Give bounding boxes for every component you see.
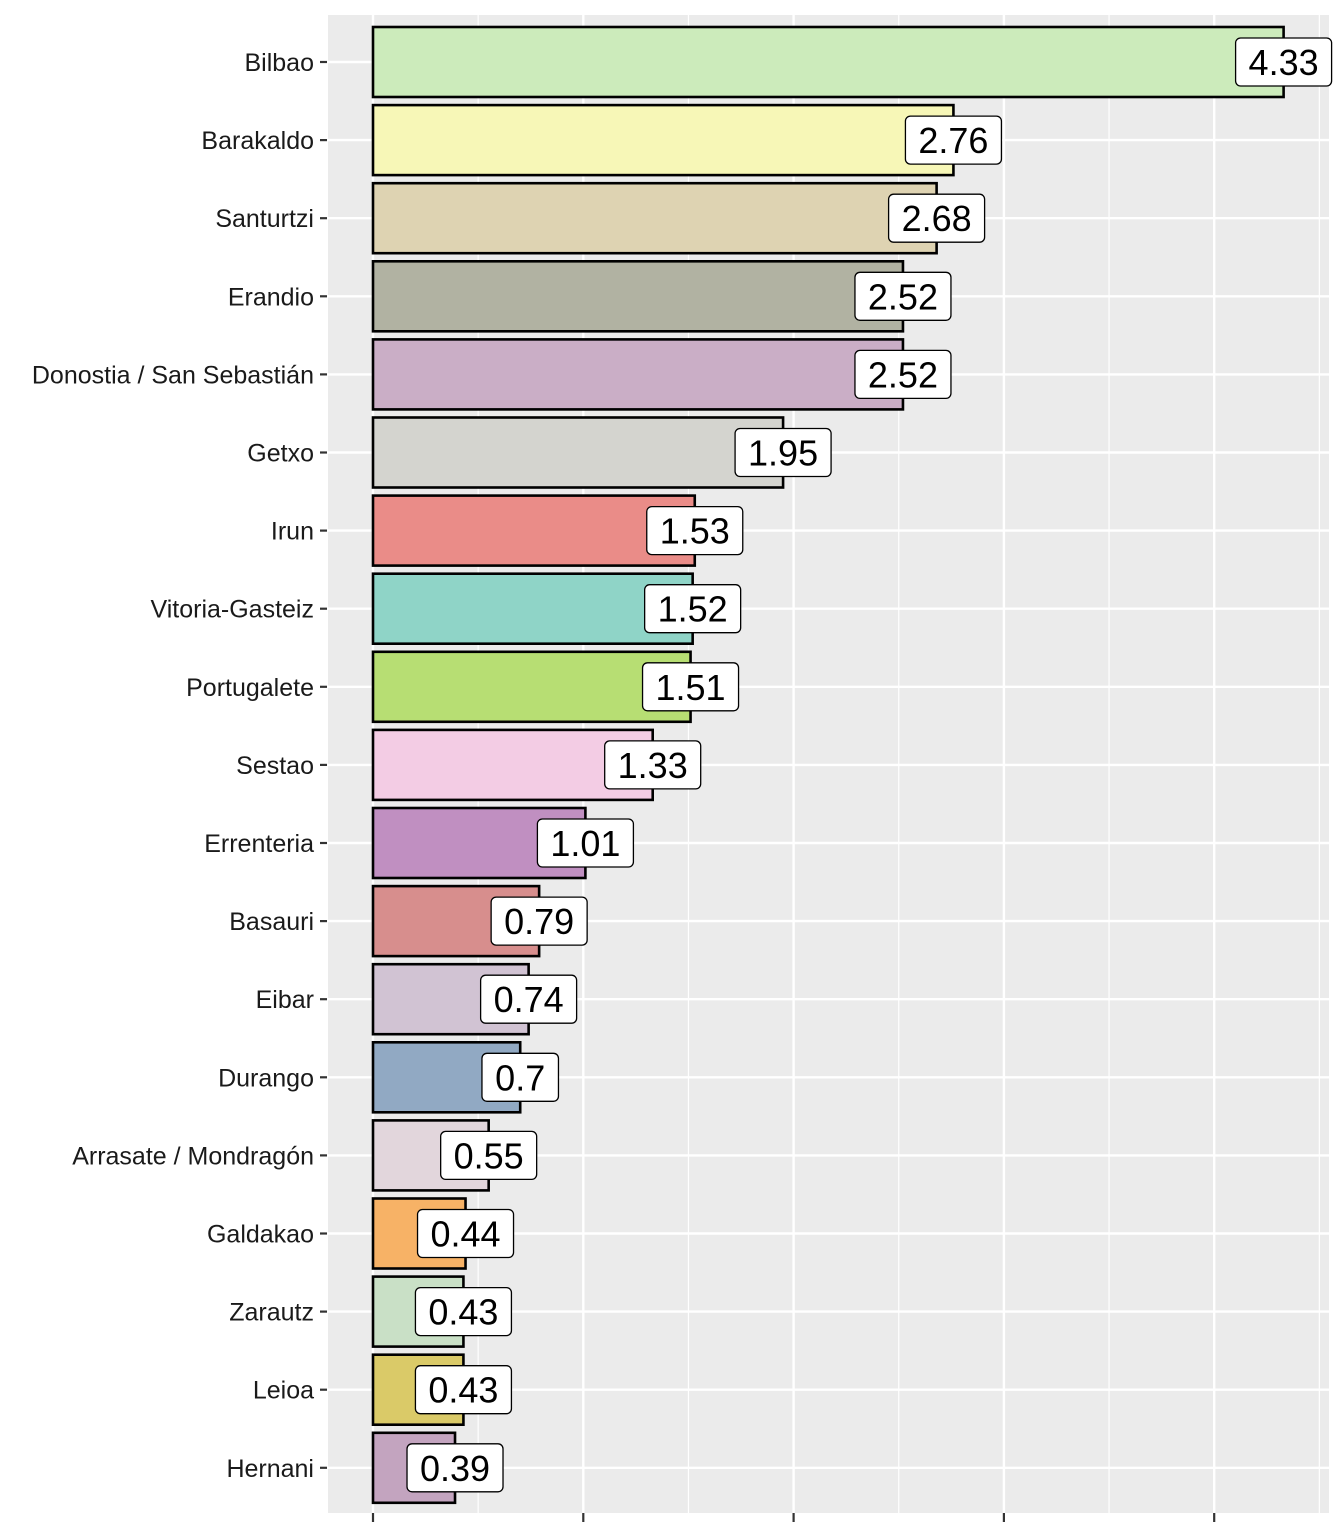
bar-barakaldo (371, 103, 955, 177)
value-label-text: 0.43 (428, 1292, 498, 1333)
value-label-text: 1.01 (550, 823, 620, 864)
value-label-text: 0.43 (428, 1370, 498, 1411)
y-tick-label: Santurtzi (215, 205, 314, 233)
value-label-text: 2.52 (868, 276, 938, 317)
bar-getxo (371, 416, 785, 489)
value-label-box (854, 271, 952, 321)
bar-donostia-san-sebasti-n (371, 338, 905, 411)
y-tick-label: Eibar (256, 986, 314, 1014)
value-label-box (641, 662, 740, 712)
bar-irun (371, 494, 697, 567)
value-label: 2.52 (854, 349, 952, 400)
y-tick-label: Hernani (226, 1455, 314, 1483)
value-label-text: 0.7 (495, 1057, 545, 1098)
y-tick-label: Bilbao (245, 49, 315, 77)
value-label: 0.74 (479, 974, 578, 1024)
value-label-box (490, 896, 588, 946)
value-label: 2.76 (904, 115, 1003, 165)
value-labels: 4.33 2.76 2.68 2.52 2.52 1.95 1.53 1.52 1.51 1.33… (406, 37, 1333, 1493)
y-tick-label: Portugalete (186, 674, 314, 702)
value-label: 4.33 (1234, 37, 1333, 87)
value-label-box (440, 1130, 538, 1181)
y-tick-label: Zarautz (229, 1299, 314, 1327)
y-tick-label: Arrasate / Mondragón (72, 1142, 314, 1170)
x-axis (371, 1513, 1216, 1522)
value-label-text: 0.74 (494, 979, 564, 1020)
y-axis: Bilbao Barakaldo Santurtzi Erandio Donostia … (32, 49, 327, 1483)
value-label-text: 1.52 (658, 589, 728, 630)
value-label-text: 0.79 (504, 901, 574, 942)
value-label-text: 1.53 (660, 511, 730, 552)
bar-santurtzi (371, 181, 938, 255)
value-label-box (854, 349, 952, 400)
y-tick-label: Errenteria (204, 830, 314, 858)
value-label-box (414, 1286, 513, 1337)
bar-bilbao (371, 25, 1285, 99)
value-label-text: 0.39 (420, 1448, 490, 1489)
value-label-text: 1.95 (748, 433, 818, 474)
value-label-text: 0.55 (454, 1135, 524, 1176)
y-tick-label: Galdakao (207, 1221, 314, 1249)
value-label: 1.51 (641, 662, 740, 712)
value-label: 0.44 (416, 1208, 515, 1259)
y-tick-label: Donostia / San Sebastián (32, 361, 314, 389)
value-label: 0.39 (406, 1443, 504, 1493)
value-label-text: 2.52 (868, 354, 938, 395)
value-label-box (734, 427, 832, 478)
value-label-box (1234, 37, 1333, 87)
y-tick-label: Vitoria-Gasteiz (151, 596, 315, 624)
value-label-text: 0.44 (430, 1214, 500, 1255)
y-tick-label: Getxo (247, 440, 314, 468)
value-label-box (604, 740, 702, 790)
value-label: 2.52 (854, 271, 952, 321)
value-label: 1.53 (646, 505, 744, 556)
bar-vitoria-gasteiz (371, 572, 694, 646)
value-label-box (416, 1208, 515, 1259)
value-label-box (644, 584, 742, 634)
value-label: 0.43 (414, 1286, 513, 1337)
value-label-box (479, 974, 578, 1024)
value-label-text: 1.33 (618, 745, 688, 786)
value-label: 1.95 (734, 427, 832, 478)
value-label-box (414, 1365, 513, 1415)
y-tick-label: Leioa (253, 1377, 314, 1405)
value-label-box (406, 1443, 504, 1493)
value-label-text: 4.33 (1249, 42, 1319, 83)
bar-erandio (371, 259, 905, 333)
value-label: 0.43 (414, 1365, 513, 1415)
value-label-box (646, 505, 744, 556)
y-tick-label: Sestao (236, 752, 314, 780)
y-tick-label: Barakaldo (201, 127, 314, 155)
value-label-box (536, 818, 635, 868)
value-label: 1.01 (536, 818, 635, 868)
value-label-box (887, 193, 986, 243)
value-label: 1.52 (644, 584, 742, 634)
value-label: 1.33 (604, 740, 702, 790)
y-tick-label: Basauri (229, 908, 314, 936)
value-label-text: 2.76 (918, 120, 988, 161)
value-label: 0.7 (481, 1052, 560, 1102)
value-label: 0.79 (490, 896, 588, 946)
value-label-box (904, 115, 1003, 165)
value-label: 0.55 (440, 1130, 538, 1181)
value-label-box (481, 1052, 560, 1102)
y-tick-label: Erandio (228, 283, 314, 311)
y-tick-label: Durango (218, 1064, 314, 1092)
value-label-text: 1.51 (656, 667, 726, 708)
y-tick-label: Irun (271, 518, 314, 546)
value-label: 2.68 (887, 193, 986, 243)
value-label-text: 2.68 (902, 198, 972, 239)
